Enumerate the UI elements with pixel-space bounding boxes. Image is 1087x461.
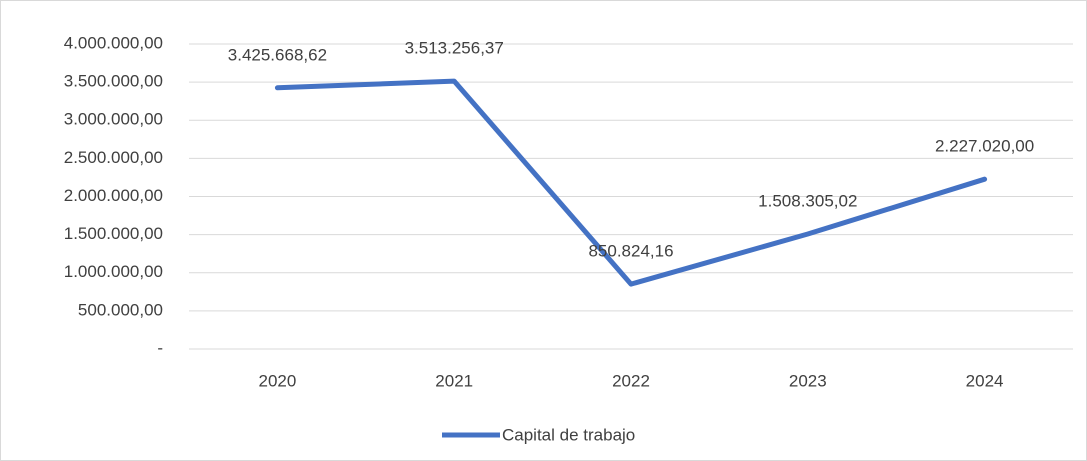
legend-label: Capital de trabajo xyxy=(502,425,635,444)
x-tick-label: 2020 xyxy=(258,371,296,390)
y-tick-label: 3.500.000,00 xyxy=(64,72,163,91)
y-tick-label: - xyxy=(157,338,163,357)
y-tick-label: 1.000.000,00 xyxy=(64,262,163,281)
data-label: 3.513.256,37 xyxy=(405,39,504,58)
data-label: 1.508.305,02 xyxy=(758,191,857,210)
x-tick-label: 2023 xyxy=(789,371,827,390)
x-tick-label: 2021 xyxy=(435,371,473,390)
y-tick-label: 2.000.000,00 xyxy=(64,186,163,205)
x-tick-label: 2024 xyxy=(966,371,1004,390)
y-tick-label: 2.500.000,00 xyxy=(64,148,163,167)
data-label: 850.824,16 xyxy=(588,242,673,261)
data-label: 3.425.668,62 xyxy=(228,45,327,64)
y-tick-label: 1.500.000,00 xyxy=(64,224,163,243)
y-tick-label: 500.000,00 xyxy=(78,300,163,319)
series-line xyxy=(274,78,988,287)
x-tick-label: 2022 xyxy=(612,371,650,390)
data-label: 2.227.020,00 xyxy=(935,137,1034,156)
y-tick-label: 4.000.000,00 xyxy=(64,33,163,52)
y-tick-label: 3.000.000,00 xyxy=(64,110,163,129)
